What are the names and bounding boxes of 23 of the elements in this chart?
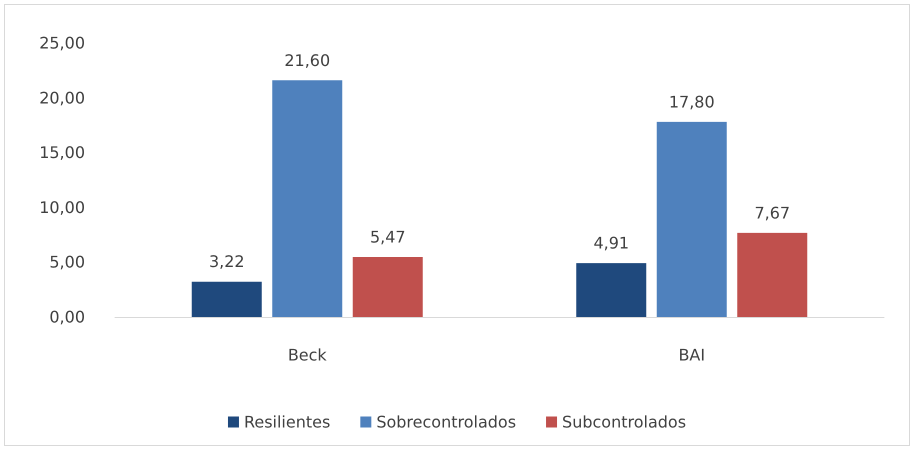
x-tick-label: Beck xyxy=(288,346,328,364)
legend-label: Subcontrolados xyxy=(562,412,686,432)
bar xyxy=(737,232,808,317)
data-label: 21,60 xyxy=(284,50,330,70)
bar xyxy=(352,257,423,317)
bar xyxy=(272,80,342,317)
bar xyxy=(192,282,262,317)
y-tick-label: 5,00 xyxy=(49,252,85,272)
bar xyxy=(576,263,646,317)
legend-label: Sobrecontrolados xyxy=(376,412,516,432)
y-tick-label: 0,00 xyxy=(49,308,85,326)
data-label: 7,67 xyxy=(754,203,790,222)
y-tick-label: 10,00 xyxy=(39,198,85,217)
y-tick-label: 25,00 xyxy=(39,34,85,52)
data-label: 17,80 xyxy=(668,92,715,112)
data-label: 5,47 xyxy=(370,228,406,247)
data-label: 3,22 xyxy=(208,252,245,272)
x-tick-label: BAI xyxy=(678,346,706,364)
data-label: 4,91 xyxy=(593,234,630,253)
legend-label: Resilientes xyxy=(244,412,330,432)
y-tick-label: 15,00 xyxy=(39,143,85,162)
bar xyxy=(656,122,727,317)
y-tick-label: 20,00 xyxy=(39,88,85,108)
